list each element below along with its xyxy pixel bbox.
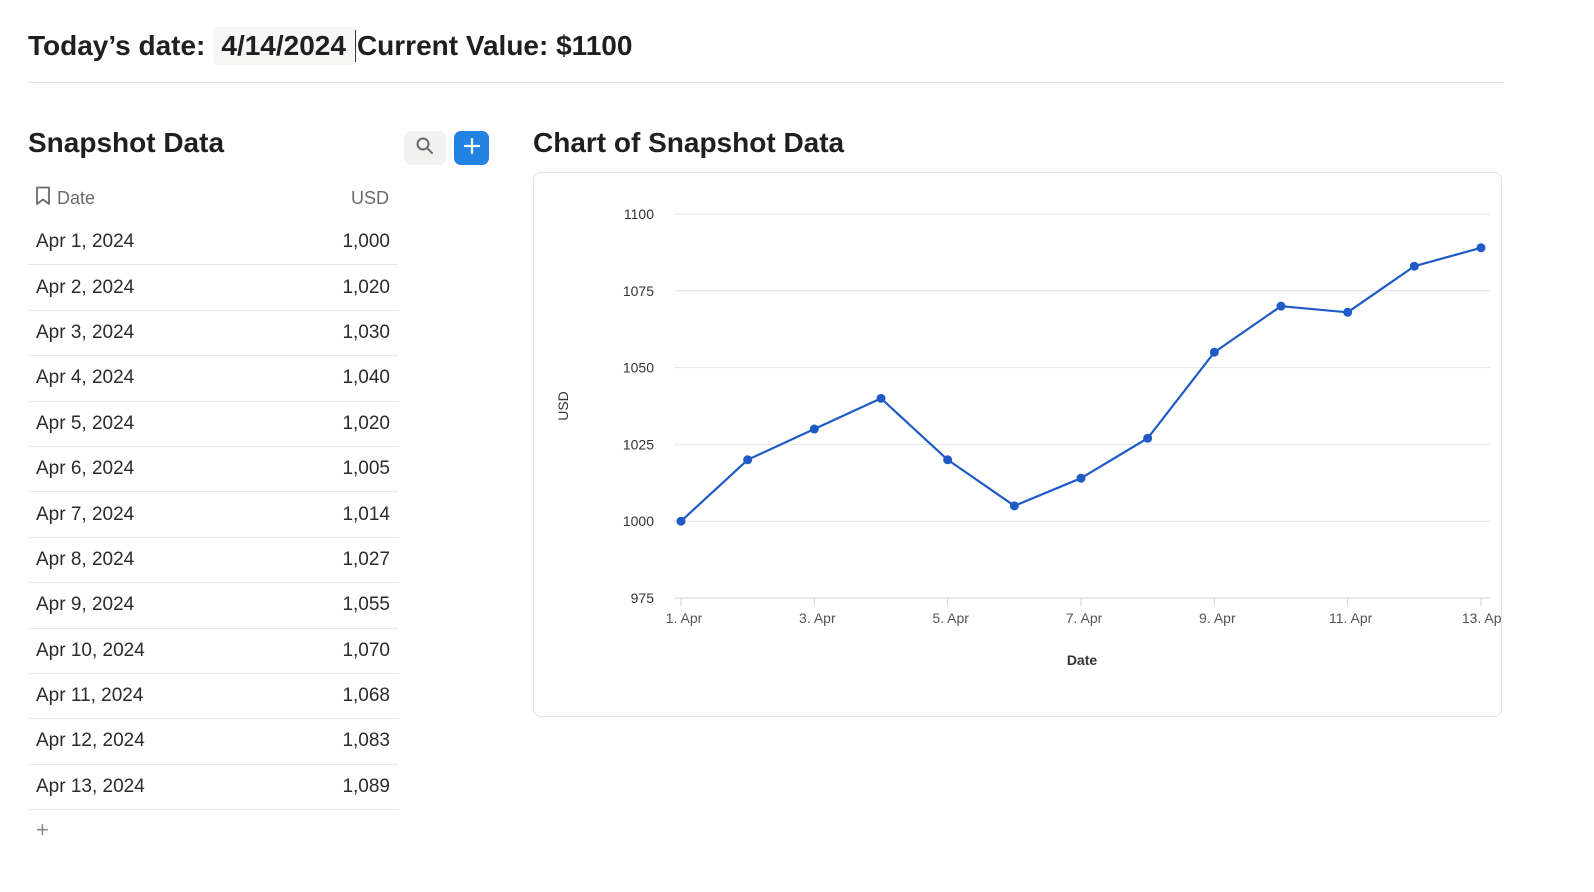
cell-usd: 1,005 bbox=[342, 458, 390, 480]
table-row[interactable]: Apr 13, 2024 1,089 bbox=[28, 765, 398, 811]
cell-usd: 1,068 bbox=[342, 685, 390, 707]
data-point bbox=[1009, 501, 1019, 511]
x-tick-label: 1. Apr bbox=[666, 610, 703, 626]
data-point bbox=[809, 424, 819, 434]
cell-usd: 1,040 bbox=[342, 367, 390, 389]
data-point bbox=[876, 393, 886, 403]
chart-title: Chart of Snapshot Data bbox=[533, 127, 845, 158]
cell-date: Apr 5, 2024 bbox=[36, 412, 135, 434]
cell-date: Apr 1, 2024 bbox=[36, 231, 135, 253]
cell-date: Apr 12, 2024 bbox=[36, 730, 145, 752]
column-header-date[interactable]: Date bbox=[28, 186, 95, 211]
cell-date: Apr 6, 2024 bbox=[36, 458, 135, 480]
cell-date: Apr 2, 2024 bbox=[36, 276, 135, 298]
x-tick-label: 9. Apr bbox=[1199, 610, 1236, 626]
table-row[interactable]: Apr 6, 2024 1,005 bbox=[28, 447, 398, 493]
cell-date: Apr 10, 2024 bbox=[36, 639, 145, 661]
x-tick-label: 3. Apr bbox=[799, 610, 836, 626]
cell-date: Apr 11, 2024 bbox=[36, 685, 144, 707]
table-row[interactable]: Apr 7, 2024 1,014 bbox=[28, 492, 398, 538]
data-point bbox=[943, 455, 953, 465]
cell-usd: 1,020 bbox=[342, 276, 390, 298]
y-tick-label: 1050 bbox=[623, 360, 654, 376]
table-row[interactable]: Apr 2, 2024 1,020 bbox=[28, 265, 398, 311]
data-point bbox=[676, 516, 686, 526]
search-button[interactable] bbox=[404, 131, 446, 165]
data-point bbox=[1343, 307, 1353, 317]
chart-card: 975 1000 1025 1050 1075 1100 1. Apr 3. Apr 5. Ap… bbox=[533, 172, 1502, 717]
data-point bbox=[743, 455, 753, 465]
search-icon bbox=[415, 136, 435, 161]
y-tick-label: 975 bbox=[631, 590, 655, 606]
y-tick-label: 1100 bbox=[624, 206, 654, 222]
cell-usd: 1,070 bbox=[342, 639, 390, 661]
date-label: Today’s date: bbox=[28, 30, 206, 61]
cell-date: Apr 7, 2024 bbox=[36, 503, 135, 525]
data-point bbox=[1409, 261, 1419, 271]
y-tick-label: 1075 bbox=[623, 283, 654, 299]
data-point bbox=[1476, 243, 1486, 253]
x-tick-label: 13. Apr bbox=[1462, 610, 1501, 626]
y-axis-title: USD bbox=[555, 391, 571, 421]
table-body: Apr 1, 2024 1,000 Apr 2, 2024 1,020 Apr 3, 2… bbox=[28, 220, 398, 811]
data-point bbox=[1276, 301, 1286, 311]
cell-usd: 1,055 bbox=[342, 594, 390, 616]
table-row[interactable]: Apr 4, 2024 1,040 bbox=[28, 356, 398, 402]
cell-date: Apr 8, 2024 bbox=[36, 548, 135, 570]
y-tick-label: 1000 bbox=[623, 513, 654, 529]
cell-usd: 1,089 bbox=[342, 775, 390, 797]
plus-icon bbox=[463, 137, 481, 160]
cell-usd: 1,014 bbox=[342, 503, 390, 525]
cell-usd: 1,083 bbox=[342, 730, 390, 752]
cell-usd: 1,030 bbox=[342, 321, 390, 343]
current-value-text: Current Value: $1100 bbox=[356, 30, 633, 61]
column-header-usd[interactable]: USD bbox=[350, 187, 389, 208]
table-row[interactable]: Apr 12, 2024 1,083 bbox=[28, 719, 398, 765]
table-row[interactable]: Apr 1, 2024 1,000 bbox=[28, 220, 398, 266]
x-tick-label: 7. Apr bbox=[1066, 610, 1103, 626]
cell-date: Apr 9, 2024 bbox=[36, 594, 135, 616]
x-tick-label: 11. Apr bbox=[1329, 610, 1373, 626]
cell-date: Apr 13, 2024 bbox=[36, 775, 145, 797]
table-row[interactable]: Apr 9, 2024 1,055 bbox=[28, 583, 398, 629]
table-row[interactable]: Apr 5, 2024 1,020 bbox=[28, 402, 398, 447]
table-row[interactable]: Apr 10, 2024 1,070 bbox=[28, 629, 398, 674]
snapshot-table: Date USD Apr 1, 2024 1,000 Apr 2, 2024 1,02… bbox=[28, 176, 398, 850]
header-divider bbox=[28, 82, 1504, 83]
table-row[interactable]: Apr 11, 2024 1,068 bbox=[28, 674, 398, 720]
data-point bbox=[1209, 347, 1219, 357]
bookmark-icon bbox=[35, 186, 51, 211]
add-row-button[interactable]: + bbox=[36, 817, 49, 843]
cell-usd: 1,000 bbox=[342, 231, 390, 253]
x-tick-label: 5. Apr bbox=[932, 610, 969, 626]
add-button[interactable] bbox=[454, 131, 489, 165]
cell-usd: 1,020 bbox=[342, 412, 390, 434]
data-point bbox=[1076, 473, 1086, 483]
table-row[interactable]: Apr 3, 2024 1,030 bbox=[28, 311, 398, 357]
page-header: Today’s date: 4/14/2024 Current Value: $… bbox=[28, 26, 632, 66]
y-tick-label: 1025 bbox=[623, 436, 654, 452]
text-cursor bbox=[354, 30, 356, 62]
column-header-date-label: Date bbox=[57, 187, 96, 208]
x-axis-title: Date bbox=[1067, 652, 1098, 668]
date-value[interactable]: 4/14/2024 bbox=[213, 27, 354, 65]
cell-usd: 1,027 bbox=[342, 548, 390, 570]
data-point bbox=[1143, 433, 1153, 443]
cell-date: Apr 4, 2024 bbox=[36, 367, 135, 389]
line-chart: 975 1000 1025 1050 1075 1100 1. Apr 3. Apr 5. Ap… bbox=[555, 206, 1501, 668]
table-row[interactable]: Apr 8, 2024 1,027 bbox=[28, 538, 398, 584]
snapshot-data-title: Snapshot Data bbox=[28, 127, 225, 158]
table-header: Date USD bbox=[28, 176, 398, 220]
cell-date: Apr 3, 2024 bbox=[36, 321, 135, 343]
